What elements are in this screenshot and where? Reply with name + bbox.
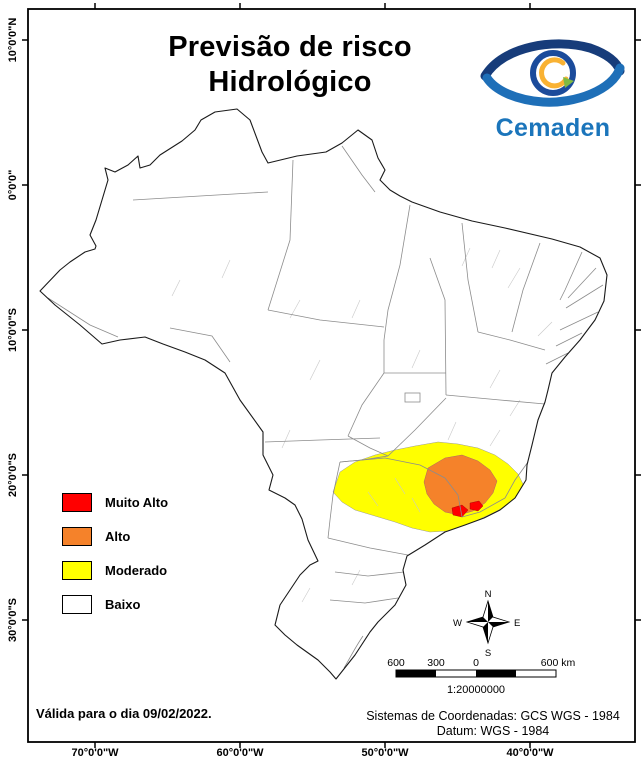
legend-swatch-alto <box>62 527 92 546</box>
axis-label-lon-70w: 70°0'0"W <box>71 747 119 759</box>
axis-label-lat-30s: 30°0'0"S <box>7 597 19 643</box>
legend-item-baixo: Baixo <box>62 595 168 614</box>
risk-region-muito-alto <box>469 500 484 512</box>
axis-label-lat-0: 0°0'0" <box>7 169 19 201</box>
cemaden-logo: Cemaden <box>472 36 634 143</box>
scale-ratio: 1:20000000 <box>447 684 505 696</box>
cemaden-eye-icon <box>480 39 625 107</box>
page-title: Previsão de risco Hidrológico <box>118 30 462 101</box>
scale-label-600km: 600 km <box>541 657 576 669</box>
compass-w-label: W <box>453 618 462 629</box>
legend-swatch-muito-alto <box>62 493 92 512</box>
scale-bar: 600 300 0 600 km 1:20000000 <box>387 657 575 696</box>
legend-item-muito-alto: Muito Alto <box>62 493 168 512</box>
municipal-borders <box>171 247 553 603</box>
legend-label-alto: Alto <box>105 529 131 544</box>
legend-label-baixo: Baixo <box>105 597 141 612</box>
legend-label-moderado: Moderado <box>105 563 168 578</box>
legend-swatch-moderado <box>62 561 92 580</box>
coordinate-system-info: Sistemas de Coordenadas: GCS WGS - 1984 … <box>348 709 638 739</box>
map-frame <box>27 8 636 743</box>
axis-label-lon-40w: 40°0'0"W <box>506 747 554 759</box>
risk-legend: Muito Alto Alto Moderado Baixo <box>62 493 168 629</box>
state-borders <box>47 145 604 669</box>
risk-regions <box>332 441 525 533</box>
page-title-line1: Previsão de risco <box>168 31 412 63</box>
page-title-line2: Hidrológico <box>208 66 372 99</box>
graticule-ticks <box>22 3 641 748</box>
risk-region-alto <box>423 454 498 516</box>
scale-label-0: 0 <box>473 657 479 669</box>
coordinate-system-line: Sistemas de Coordenadas: GCS WGS - 1984 <box>366 709 620 723</box>
axis-label-lon-50w: 50°0'0"W <box>361 747 409 759</box>
axis-label-lat-20s: 20°0'0"S <box>7 452 19 498</box>
compass-rose: N S E W <box>453 589 520 659</box>
axis-label-lat-10s: 10°0'0"S <box>7 307 19 353</box>
compass-s-label: S <box>485 648 491 659</box>
datum-line: Datum: WGS - 1984 <box>436 724 550 738</box>
scale-label-300: 300 <box>427 657 445 669</box>
legend-item-alto: Alto <box>62 527 168 546</box>
compass-n-label: N <box>485 589 492 600</box>
risk-region-muito-alto <box>451 504 469 518</box>
legend-swatch-baixo <box>62 595 92 614</box>
axis-label-lat-10n: 10°0'0"N <box>7 17 19 63</box>
axis-label-lon-60w: 60°0'0"W <box>216 747 264 759</box>
validity-date: Válida para o dia 09/02/2022. <box>36 706 212 721</box>
compass-e-label: E <box>514 618 520 629</box>
scale-label-600l: 600 <box>387 657 405 669</box>
cemaden-wordmark: Cemaden <box>495 114 611 142</box>
legend-label-muito-alto: Muito Alto <box>105 495 169 510</box>
legend-item-moderado: Moderado <box>62 561 168 580</box>
